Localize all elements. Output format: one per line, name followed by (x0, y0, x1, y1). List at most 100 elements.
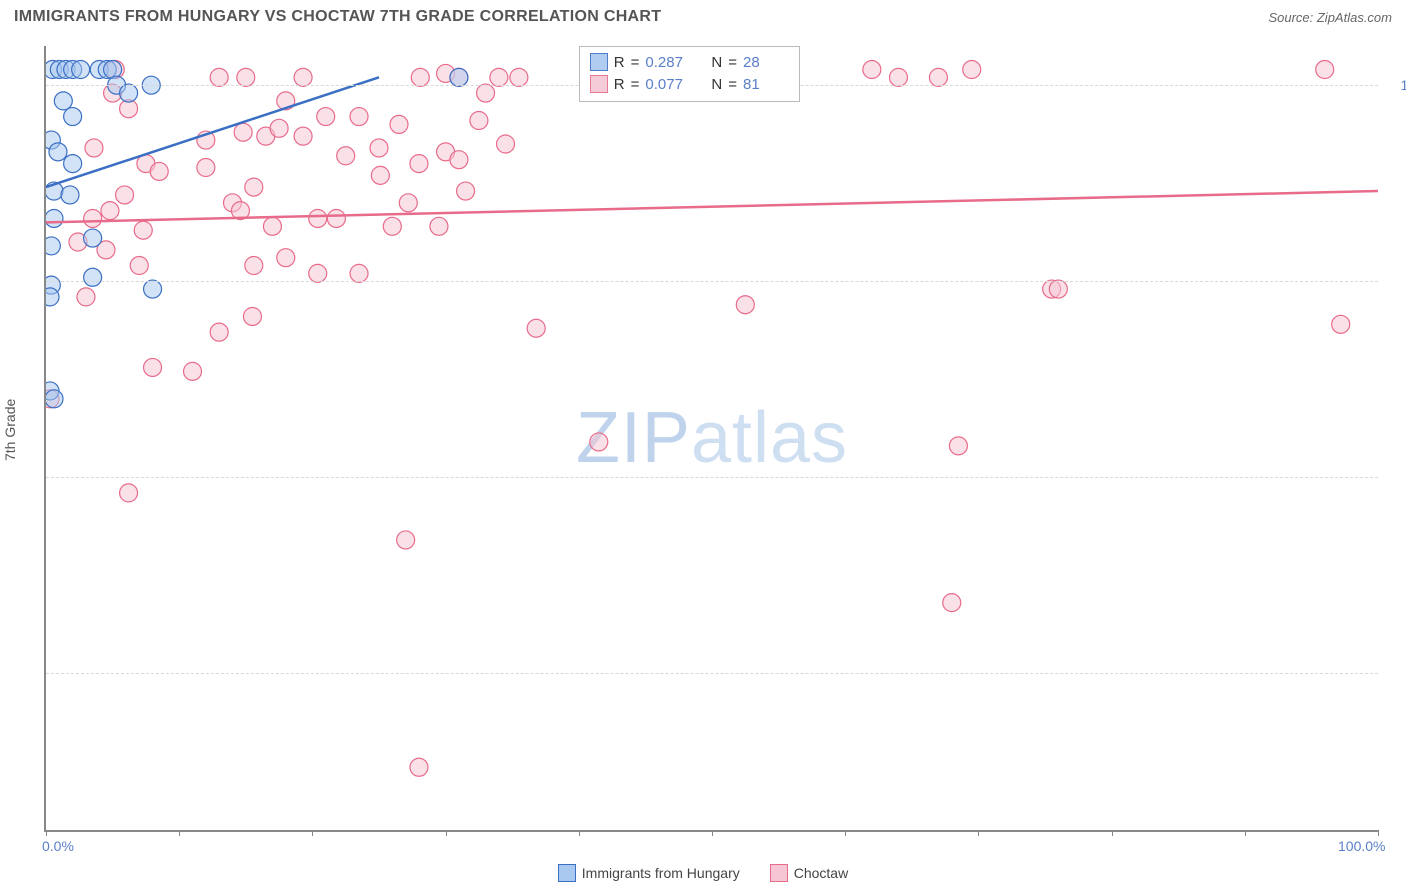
data-point (101, 202, 119, 220)
data-point (77, 288, 95, 306)
legend-swatch-choctaw (770, 864, 788, 882)
data-point (245, 178, 263, 196)
bottom-legend: Immigrants from Hungary Choctaw (0, 864, 1406, 882)
stat-r-value: 0.077 (645, 76, 691, 93)
data-point (46, 390, 59, 408)
x-tick (46, 830, 47, 836)
data-point (410, 155, 428, 173)
data-point (144, 358, 162, 376)
data-point (437, 64, 455, 82)
data-point (590, 433, 608, 451)
data-point (263, 217, 281, 235)
data-point (210, 68, 228, 86)
data-point (277, 249, 295, 267)
x-tick (1378, 830, 1379, 836)
x-tick-label: 100.0% (1338, 838, 1385, 854)
gridline (46, 281, 1378, 282)
data-point (1049, 280, 1067, 298)
data-point (257, 127, 275, 145)
data-point (184, 362, 202, 380)
data-point (397, 531, 415, 549)
data-point (411, 68, 429, 86)
legend-item-hungary: Immigrants from Hungary (558, 864, 740, 882)
data-point (399, 194, 417, 212)
data-point (104, 61, 122, 79)
data-point (46, 131, 60, 149)
data-point (120, 84, 138, 102)
data-point (64, 155, 82, 173)
data-point (450, 68, 468, 86)
data-point (64, 108, 82, 126)
data-point (61, 186, 79, 204)
stat-n-label: N (711, 76, 722, 93)
data-point (46, 382, 59, 400)
data-point (410, 758, 428, 776)
data-point (50, 61, 68, 79)
data-point (46, 288, 59, 306)
legend-swatch-hungary (558, 864, 576, 882)
data-point (210, 323, 228, 341)
trend-line (46, 191, 1378, 222)
data-point (49, 143, 67, 161)
stats-row: R=0.287N=28 (590, 51, 789, 73)
data-point (337, 147, 355, 165)
data-point (85, 139, 103, 157)
gridline (46, 673, 1378, 674)
stat-r-label: R (614, 54, 625, 71)
data-point (943, 594, 961, 612)
x-tick (712, 830, 713, 836)
data-point (144, 280, 162, 298)
chart-title: IMMIGRANTS FROM HUNGARY VS CHOCTAW 7TH G… (14, 8, 661, 26)
gridline (46, 477, 1378, 478)
data-point (450, 151, 468, 169)
stat-n-value: 28 (743, 54, 789, 71)
data-point (54, 92, 72, 110)
data-point (84, 268, 102, 286)
y-tick-label: 100.0% (1388, 77, 1406, 93)
data-point (309, 264, 327, 282)
data-point (46, 61, 62, 79)
data-point (863, 61, 881, 79)
data-point (470, 111, 488, 129)
data-point (130, 257, 148, 275)
x-tick-label: 0.0% (42, 838, 74, 854)
legend-item-choctaw: Choctaw (770, 864, 848, 882)
data-point (137, 155, 155, 173)
chart-container: 7th Grade ZIPatlas 92.5%95.0%97.5%100.0%… (0, 32, 1406, 890)
data-point (120, 484, 138, 502)
data-point (150, 162, 168, 180)
stats-swatch (590, 53, 608, 71)
data-point (450, 68, 468, 86)
data-point (237, 68, 255, 86)
legend-label-choctaw: Choctaw (794, 865, 848, 881)
data-point (84, 229, 102, 247)
data-point (57, 61, 75, 79)
data-point (1316, 61, 1334, 79)
watermark: ZIPatlas (576, 397, 848, 479)
data-point (116, 186, 134, 204)
data-point (46, 276, 60, 294)
data-point (1332, 315, 1350, 333)
data-point (69, 233, 87, 251)
data-point (929, 68, 947, 86)
data-point (97, 241, 115, 259)
data-point (390, 115, 408, 133)
y-axis-label: 7th Grade (2, 399, 18, 461)
data-point (457, 182, 475, 200)
data-point (527, 319, 545, 337)
data-point (949, 437, 967, 455)
stat-r-label: R (614, 76, 625, 93)
legend-label-hungary: Immigrants from Hungary (582, 865, 740, 881)
y-tick-label: 97.5% (1388, 273, 1406, 289)
scatter-svg (46, 46, 1378, 830)
data-point (294, 127, 312, 145)
data-point (223, 194, 241, 212)
data-point (889, 68, 907, 86)
data-point (477, 84, 495, 102)
data-point (64, 61, 82, 79)
data-point (46, 209, 63, 227)
source-link[interactable]: ZipAtlas.com (1317, 10, 1392, 25)
stat-n-value: 81 (743, 76, 789, 93)
plot-area: ZIPatlas 92.5%95.0%97.5%100.0%0.0%100.0%… (44, 46, 1378, 832)
data-point (46, 390, 63, 408)
